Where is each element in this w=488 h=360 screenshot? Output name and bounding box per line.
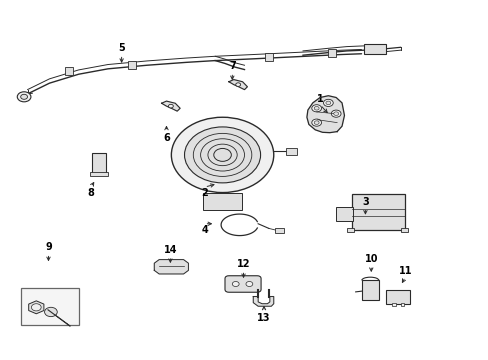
Circle shape — [184, 127, 260, 183]
Circle shape — [17, 92, 31, 102]
Bar — [128, 61, 136, 69]
Bar — [385, 290, 409, 304]
Polygon shape — [228, 80, 247, 90]
Text: 5: 5 — [118, 44, 125, 53]
Bar — [351, 194, 405, 230]
Circle shape — [235, 83, 240, 86]
Text: 2: 2 — [201, 188, 207, 198]
Circle shape — [213, 148, 231, 161]
Bar — [400, 303, 404, 306]
Bar — [65, 67, 73, 75]
Polygon shape — [161, 101, 180, 111]
Text: 7: 7 — [228, 61, 235, 71]
Bar — [361, 280, 378, 300]
Bar — [21, 288, 79, 325]
Polygon shape — [253, 297, 273, 306]
Text: 4: 4 — [201, 225, 207, 235]
FancyBboxPatch shape — [224, 276, 261, 292]
Text: 9: 9 — [45, 242, 52, 252]
Circle shape — [245, 282, 252, 287]
Circle shape — [232, 282, 239, 287]
Text: 8: 8 — [87, 188, 94, 198]
Circle shape — [330, 110, 340, 117]
Polygon shape — [306, 96, 344, 133]
Circle shape — [314, 107, 319, 110]
Circle shape — [171, 117, 273, 193]
Circle shape — [323, 99, 332, 107]
Text: 10: 10 — [364, 254, 377, 264]
Text: 1: 1 — [316, 94, 323, 104]
Circle shape — [44, 307, 57, 317]
Bar — [346, 228, 353, 232]
Text: 11: 11 — [398, 266, 411, 276]
Bar — [363, 44, 385, 54]
Circle shape — [314, 121, 319, 125]
Bar — [90, 172, 108, 176]
Text: 6: 6 — [163, 133, 169, 143]
Circle shape — [31, 304, 41, 311]
Bar — [274, 228, 283, 233]
Bar — [391, 303, 395, 306]
Text: 14: 14 — [163, 245, 177, 255]
Circle shape — [311, 105, 321, 112]
Text: 3: 3 — [361, 197, 368, 207]
Bar — [335, 207, 352, 221]
Bar — [328, 49, 335, 57]
Text: 13: 13 — [257, 313, 270, 323]
Circle shape — [333, 112, 338, 116]
Circle shape — [20, 94, 27, 99]
Bar — [92, 153, 106, 173]
Polygon shape — [154, 260, 188, 274]
Bar — [264, 53, 272, 60]
Polygon shape — [29, 301, 44, 314]
Bar — [285, 148, 296, 155]
Circle shape — [311, 119, 321, 126]
Bar — [203, 193, 242, 211]
Bar — [400, 228, 407, 232]
Circle shape — [168, 104, 173, 108]
Text: 12: 12 — [236, 259, 250, 269]
Circle shape — [325, 101, 330, 105]
